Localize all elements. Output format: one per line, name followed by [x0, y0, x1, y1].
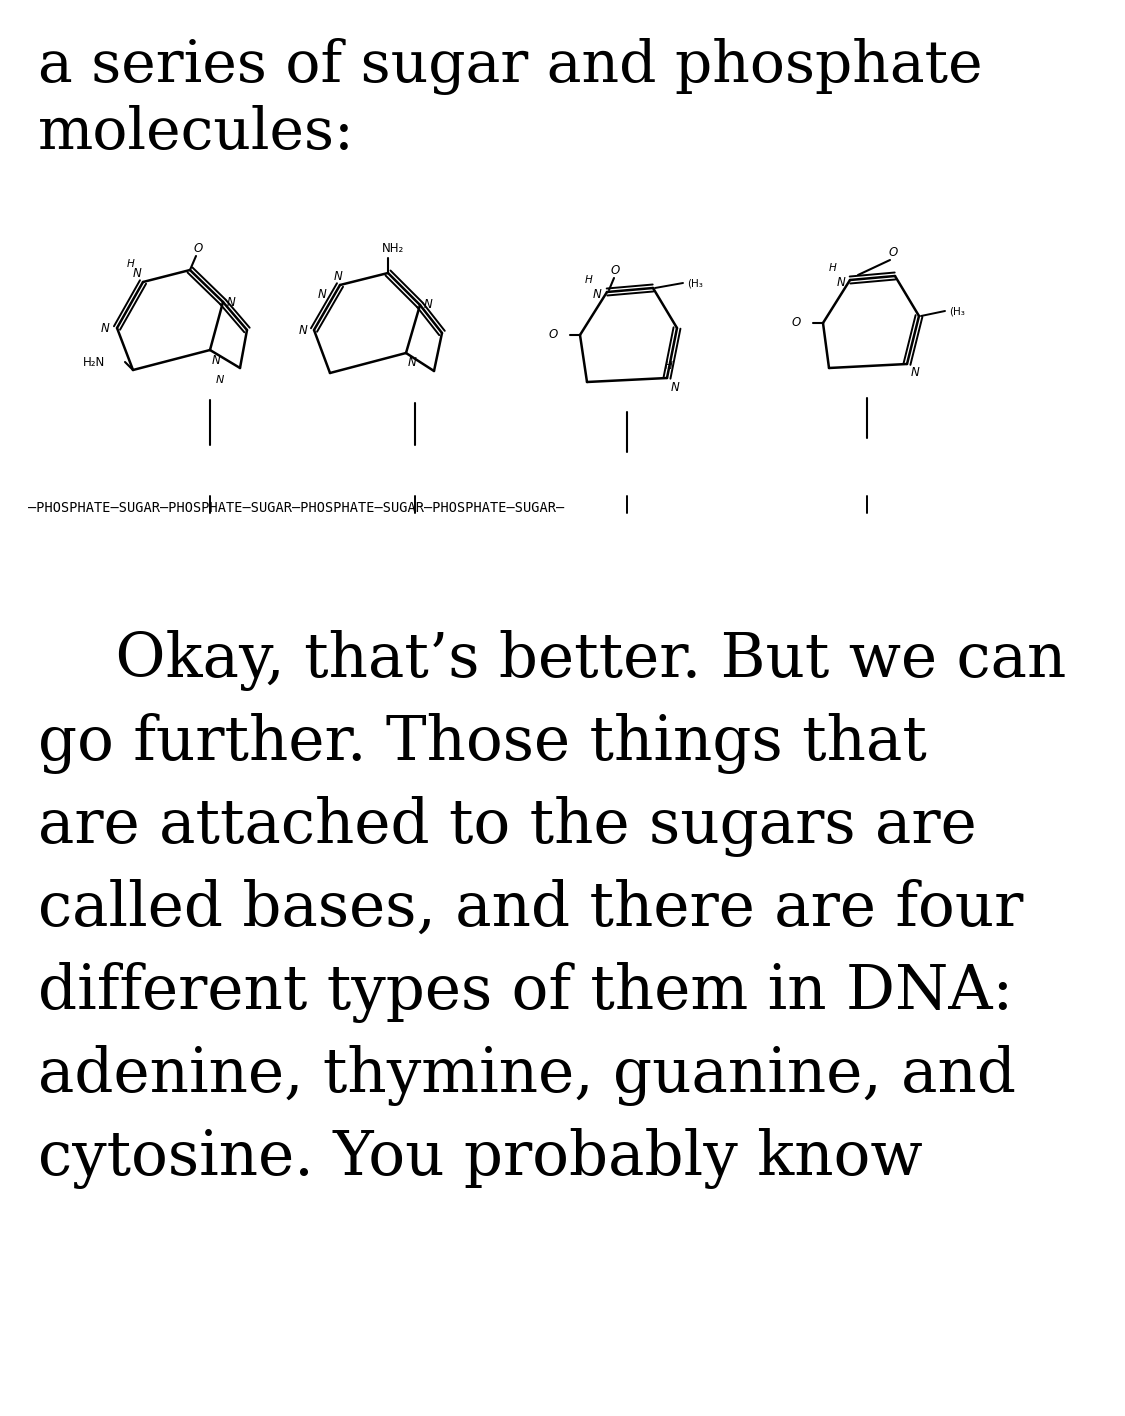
Text: adenine, thymine, guanine, and: adenine, thymine, guanine, and	[38, 1045, 1016, 1106]
Text: O: O	[549, 329, 558, 341]
Text: O: O	[792, 317, 801, 330]
Text: N: N	[836, 276, 845, 289]
Text: NH₂: NH₂	[381, 242, 404, 255]
Text: –PHOSPHATE–SUGAR–PHOSPHATE–SUGAR–PHOSPHATE–SUGAR–PHOSPHATE–SUGAR–: –PHOSPHATE–SUGAR–PHOSPHATE–SUGAR–PHOSPHA…	[28, 501, 565, 515]
Text: a series of sugar and phosphate: a series of sugar and phosphate	[38, 38, 982, 95]
Text: N: N	[227, 296, 236, 309]
Text: N: N	[592, 287, 601, 300]
Text: go further. Those things that: go further. Those things that	[38, 714, 927, 775]
Text: N: N	[212, 354, 220, 367]
Text: H: H	[585, 275, 593, 285]
Text: N: N	[133, 268, 141, 280]
Text: N: N	[408, 355, 416, 370]
Text: different types of them in DNA:: different types of them in DNA:	[38, 961, 1014, 1022]
Text: N: N	[216, 375, 224, 385]
Text: (H₃: (H₃	[950, 306, 965, 316]
Text: N: N	[911, 365, 920, 379]
Text: called bases, and there are four: called bases, and there are four	[38, 879, 1024, 939]
Text: H: H	[829, 263, 837, 273]
Text: H₂N: H₂N	[83, 355, 105, 368]
Text: N: N	[100, 321, 109, 334]
Text: (H₃: (H₃	[687, 278, 703, 287]
Text: Okay, that’s better. But we can: Okay, that’s better. But we can	[38, 630, 1066, 691]
Text: cytosine. You probably know: cytosine. You probably know	[38, 1129, 922, 1189]
Text: molecules:: molecules:	[38, 105, 354, 161]
Text: N: N	[298, 323, 307, 337]
Text: O: O	[611, 263, 620, 276]
Text: N: N	[670, 381, 680, 394]
Text: O: O	[889, 245, 898, 259]
Text: H: H	[127, 259, 135, 269]
Text: N: N	[424, 299, 433, 312]
Text: H: H	[665, 361, 673, 371]
Text: N: N	[333, 270, 342, 283]
Text: N: N	[317, 289, 326, 302]
Text: O: O	[193, 242, 202, 255]
Text: are attached to the sugars are: are attached to the sugars are	[38, 796, 976, 857]
